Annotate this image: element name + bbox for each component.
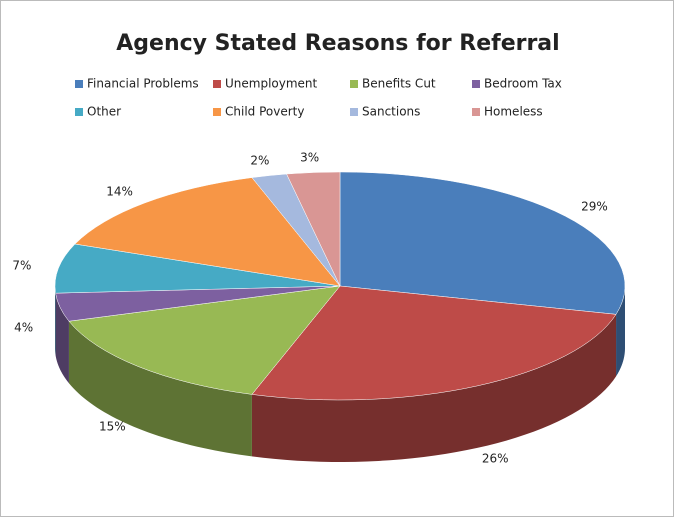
legend-swatch xyxy=(75,80,83,88)
data-label: 4% xyxy=(14,320,33,334)
legend-swatch xyxy=(350,108,358,116)
legend-swatch xyxy=(350,80,358,88)
legend-swatch xyxy=(75,108,83,116)
legend-swatch xyxy=(472,108,480,116)
legend-label: Homeless xyxy=(484,105,543,119)
pie-slice xyxy=(339,171,626,315)
data-label: 3% xyxy=(300,150,319,164)
pie-slice xyxy=(68,285,341,395)
data-label: 14% xyxy=(106,185,133,199)
pie-slice-side xyxy=(251,314,617,462)
chart-title: Agency Stated Reasons for Referral xyxy=(116,31,559,56)
pie-slice-side xyxy=(616,286,625,377)
legend-label: Unemployment xyxy=(225,77,318,91)
legend-swatch xyxy=(213,80,221,88)
legend-label: Child Poverty xyxy=(225,105,304,119)
legend-label: Other xyxy=(87,105,121,119)
data-label: 2% xyxy=(250,154,269,168)
legend-swatch xyxy=(472,80,480,88)
legend-swatch xyxy=(213,108,221,116)
data-label: 7% xyxy=(12,258,31,272)
pie-slice xyxy=(286,171,341,287)
data-label: 26% xyxy=(482,452,509,466)
pie-slice xyxy=(251,285,617,401)
data-label: 29% xyxy=(581,200,608,214)
pie-slice-side xyxy=(55,293,69,384)
pie-slice-side xyxy=(55,286,56,356)
pie-slice xyxy=(54,243,341,294)
legend-label: Financial Problems xyxy=(87,77,199,91)
legend-label: Sanctions xyxy=(362,105,420,119)
data-label: 15% xyxy=(99,419,126,433)
legend-label: Bedroom Tax xyxy=(484,77,562,91)
pie-slice-side xyxy=(68,321,252,457)
legend-label: Benefits Cut xyxy=(362,77,436,91)
